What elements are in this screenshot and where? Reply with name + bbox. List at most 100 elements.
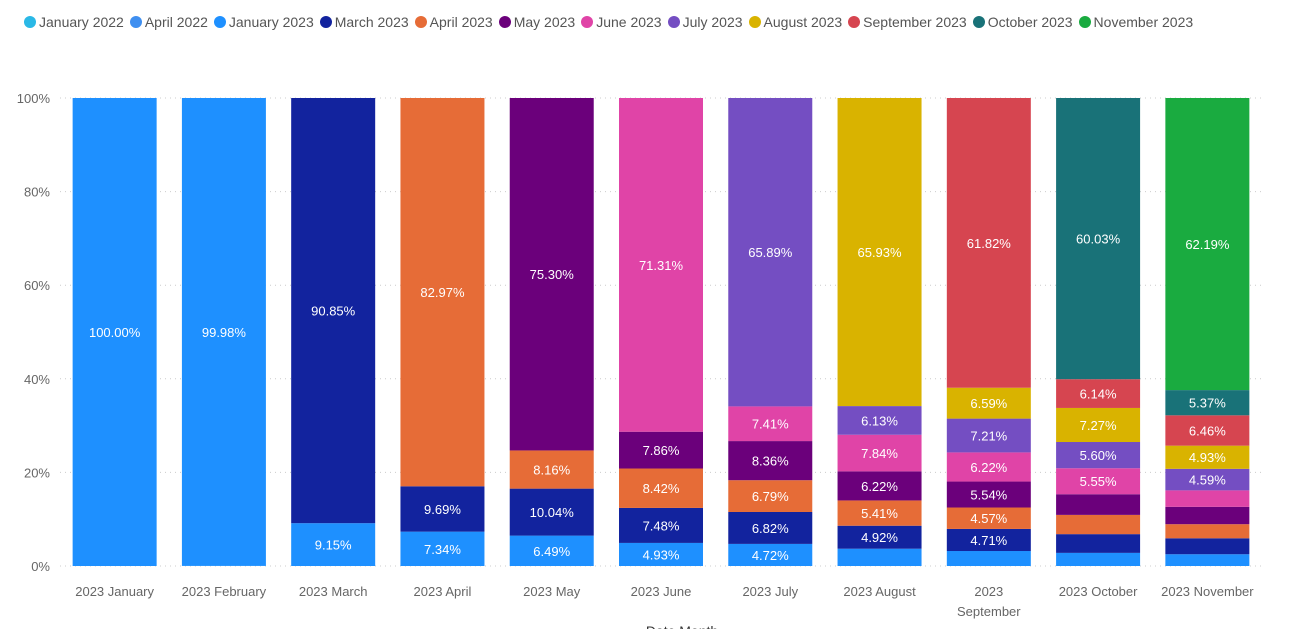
data-label: 4.93% <box>1189 450 1226 465</box>
bar-segment <box>1165 538 1250 555</box>
legend-marker <box>498 16 511 28</box>
data-label: 6.82% <box>752 521 789 536</box>
chart-legend: January 2022 April 2022 January 2023 March … <box>24 12 1193 32</box>
bar-segment <box>728 406 813 442</box>
legend-item[interactable]: September 2023 <box>848 14 967 30</box>
y-tick-label: 60% <box>24 278 50 293</box>
data-label: 4.92% <box>861 530 898 545</box>
bar-segment <box>946 551 1031 566</box>
legend-label: October 2023 <box>987 14 1073 30</box>
legend-label: April 2022 <box>144 14 208 30</box>
data-label: 4.72% <box>752 548 789 563</box>
legend-item[interactable]: January 2023 <box>213 14 314 30</box>
data-label: 6.59% <box>970 396 1007 411</box>
bar-segment <box>728 511 813 544</box>
bar-segment <box>291 523 376 566</box>
bar-segment <box>946 452 1031 482</box>
bar-segment <box>837 471 922 501</box>
legend-label: January 2023 <box>228 14 314 30</box>
bar-segment <box>1056 494 1141 515</box>
legend-marker <box>748 16 761 28</box>
data-label: 6.22% <box>861 479 898 494</box>
data-label: 9.69% <box>424 502 461 517</box>
legend-item[interactable]: June 2023 <box>581 14 662 30</box>
bar-segment <box>837 98 922 407</box>
x-tick-label: 2023 November <box>1161 584 1254 599</box>
bar-segment <box>1165 390 1250 416</box>
bar-segment <box>400 486 485 532</box>
bar-segment <box>728 441 813 481</box>
bar-segment <box>728 98 813 407</box>
legend-label: June 2023 <box>596 14 662 30</box>
bar-segment <box>1056 552 1141 566</box>
bar-segment <box>1056 407 1141 443</box>
bar-segment <box>1165 415 1250 446</box>
legend-item[interactable]: July 2023 <box>667 14 743 30</box>
x-tick-label: 2023 June <box>631 584 692 599</box>
x-tick-label: 2023 March <box>299 584 368 599</box>
x-tick-label: 2023 February <box>182 584 267 599</box>
legend-label: September 2023 <box>863 14 967 30</box>
data-label: 10.04% <box>530 505 575 520</box>
x-tick-label: 2023 July <box>742 584 798 599</box>
legend-item[interactable]: March 2023 <box>319 14 409 30</box>
bar-segment <box>1056 514 1141 535</box>
legend-label: November 2023 <box>1093 14 1194 30</box>
data-label: 7.21% <box>970 429 1007 444</box>
data-label: 5.41% <box>861 506 898 521</box>
legend-label: May 2023 <box>513 14 576 30</box>
data-label: 7.84% <box>861 446 898 461</box>
data-label: 4.71% <box>970 533 1007 548</box>
legend-marker <box>848 16 861 28</box>
bar-segment <box>1165 98 1250 391</box>
legend-label: August 2023 <box>763 14 843 30</box>
legend-label: March 2023 <box>334 14 409 30</box>
data-label: 8.42% <box>643 481 680 496</box>
bar-segment <box>181 98 266 566</box>
legend-item[interactable]: April 2023 <box>414 14 493 30</box>
bar-segment <box>837 525 922 549</box>
data-label: 6.79% <box>752 489 789 504</box>
x-tick-label: 2023 April <box>414 584 472 599</box>
bar-segment <box>509 450 594 489</box>
legend-item[interactable]: October 2023 <box>972 14 1073 30</box>
y-tick-label: 0% <box>31 559 50 574</box>
bar-segment <box>1056 379 1141 408</box>
bar-segment <box>837 406 922 435</box>
bar-segment <box>946 98 1031 388</box>
legend-item[interactable]: January 2022 <box>24 14 124 30</box>
bar-segment <box>1056 468 1141 495</box>
bar-segment <box>837 434 922 472</box>
bar-segment <box>1056 442 1141 469</box>
bar-segment <box>619 431 703 469</box>
bar-segment <box>1165 554 1250 566</box>
legend-marker <box>581 16 594 28</box>
data-label: 5.55% <box>1080 474 1117 489</box>
bar-segment <box>728 543 813 566</box>
legend-item[interactable]: August 2023 <box>748 14 843 30</box>
legend-label: January 2022 <box>39 14 124 30</box>
data-label: 5.60% <box>1080 448 1117 463</box>
y-tick-label: 100% <box>17 91 51 106</box>
legend-item[interactable]: November 2023 <box>1078 14 1194 30</box>
x-axis-title: Date Month <box>646 623 718 629</box>
data-label: 9.15% <box>315 538 352 553</box>
bar-segment <box>1165 506 1250 525</box>
x-tick-label: 2023 August <box>843 584 916 599</box>
legend-item[interactable]: May 2023 <box>498 14 576 30</box>
data-label: 6.14% <box>1080 387 1117 402</box>
legend-marker <box>414 16 427 28</box>
data-label: 6.13% <box>861 413 898 428</box>
legend-marker <box>213 16 226 28</box>
bar-segment <box>400 531 485 566</box>
bar-segment <box>946 481 1031 508</box>
data-label: 71.31% <box>639 258 684 273</box>
data-label: 7.34% <box>424 542 461 557</box>
legend-item[interactable]: April 2022 <box>129 14 208 30</box>
y-tick-label: 80% <box>24 185 50 200</box>
y-tick-label: 20% <box>24 465 50 480</box>
data-label: 7.41% <box>752 417 789 432</box>
bar-segment <box>946 387 1031 419</box>
bar-segment <box>946 507 1031 529</box>
